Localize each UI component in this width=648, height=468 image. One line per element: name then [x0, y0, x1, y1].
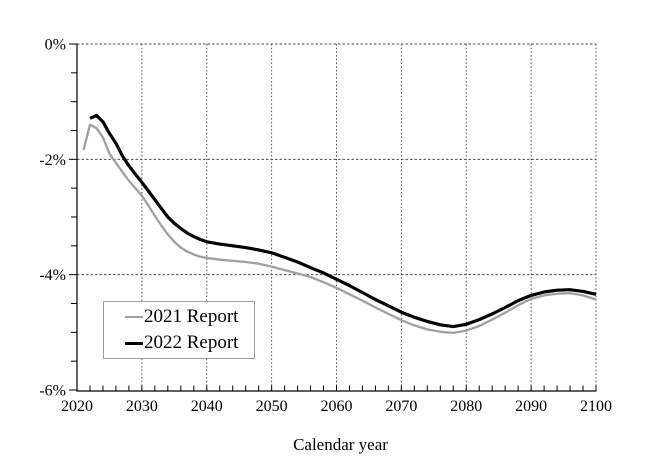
x-tick-label-2080: 2080 — [450, 398, 482, 415]
chart-legend: 2021 Report 2022 Report — [103, 301, 255, 359]
x-tick-label-2090: 2090 — [515, 398, 547, 415]
y-tick-label--6: -6% — [39, 383, 66, 400]
x-tick-label-2020: 2020 — [61, 398, 93, 415]
series-line-2022-report — [89, 113, 597, 329]
y-tick-label--4: -4% — [39, 267, 66, 284]
x-tick-label-2040: 2040 — [191, 398, 223, 415]
legend-item-2021-report: 2021 Report — [125, 306, 254, 328]
legend-item-2022-report: 2022 Report — [125, 332, 254, 354]
legend-label-2021-report: 2021 Report — [144, 306, 239, 327]
series-line-2021-report — [82, 123, 597, 335]
x-tick-label-2070: 2070 — [385, 398, 417, 415]
x-tick-label-2060: 2060 — [321, 398, 353, 415]
y-tick-label--2: -2% — [39, 152, 66, 169]
y-tick-label-0: 0% — [45, 37, 66, 54]
legend-line-sample-black — [125, 341, 143, 345]
x-tick-label-2050: 2050 — [256, 398, 288, 415]
legend-line-sample-gray — [125, 316, 143, 318]
x-tick-label-2030: 2030 — [126, 398, 158, 415]
x-axis-title: Calendar year — [293, 435, 388, 454]
legend-label-2022-report: 2022 Report — [144, 332, 239, 353]
x-tick-label-2100: 2100 — [580, 398, 612, 415]
